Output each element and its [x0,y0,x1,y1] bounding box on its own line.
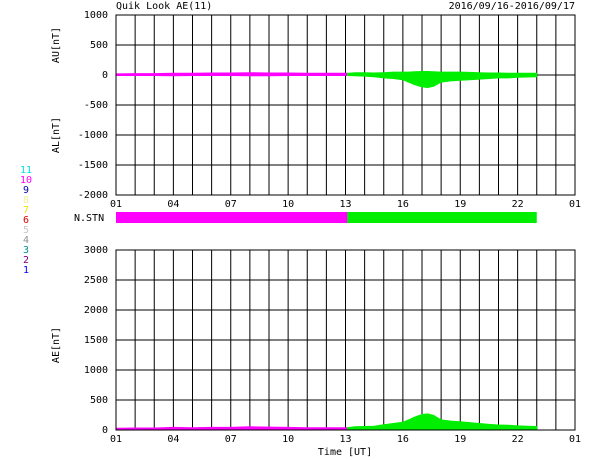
y-tick-label: -2000 [78,190,108,201]
station-legend: 8 [23,195,29,206]
y-axis-label: AE[nT] [51,327,62,363]
y-tick-label: 500 [90,395,108,406]
al-area [347,74,538,89]
station-legend: 11 [20,165,32,176]
x-tick-label: 07 [225,434,237,445]
station-bar [347,212,537,223]
plot-frame [115,249,576,431]
x-tick-label: 16 [397,199,409,210]
x-tick-label: 01 [569,199,581,210]
x-tick-label: 07 [225,199,237,210]
station-legend: 2 [23,255,29,266]
y-tick-label: 2500 [84,275,108,286]
x-tick-label: 10 [282,199,294,210]
station-legend: 4 [23,235,29,246]
y-tick-label: -1000 [78,130,108,141]
x-tick-label: 13 [339,199,351,210]
x-tick-label: 10 [282,434,294,445]
station-legend: 6 [23,215,29,226]
station-legend: 1 [23,265,29,276]
x-tick-label: 22 [512,199,524,210]
y-axis-label: AL[nT] [51,117,62,153]
station-legend: 10 [20,175,32,186]
x-tick-label: 22 [512,434,524,445]
station-legend: 5 [23,225,29,236]
ae-area [115,426,348,431]
x-tick-label: 19 [454,199,466,210]
ae-area [347,413,538,431]
y-tick-label: -1500 [78,160,108,171]
au-area [115,72,348,76]
y-axis-label: AU[nT] [51,27,62,63]
x-tick-label: 01 [569,434,581,445]
au-area [347,71,538,76]
x-tick-label: 19 [454,434,466,445]
x-tick-label: 04 [167,199,179,210]
station-bar [116,212,348,223]
y-tick-label: 500 [90,40,108,51]
al-area [115,74,348,77]
station-legend: 9 [23,185,29,196]
date-range: 2016/09/16-2016/09/17 [449,1,575,12]
y-tick-label: 0 [102,425,108,436]
station-legend: 3 [23,245,29,256]
y-tick-label: 1000 [84,10,108,21]
x-tick-label: 01 [110,199,122,210]
plot-frame [115,14,576,196]
y-tick-label: 1000 [84,365,108,376]
y-tick-label: 3000 [84,245,108,256]
stations-label: N.STN [74,213,104,224]
x-tick-label: 13 [339,434,351,445]
station-legend: 7 [23,205,29,216]
x-tick-label: 16 [397,434,409,445]
y-tick-label: 0 [102,70,108,81]
y-tick-label: 1500 [84,335,108,346]
y-tick-label: -500 [84,100,108,111]
chart-title: Quik Look AE(11) [116,1,212,12]
x-tick-label: 04 [167,434,179,445]
y-tick-label: 2000 [84,305,108,316]
x-axis-label: Time [UT] [318,447,372,458]
x-tick-label: 01 [110,434,122,445]
